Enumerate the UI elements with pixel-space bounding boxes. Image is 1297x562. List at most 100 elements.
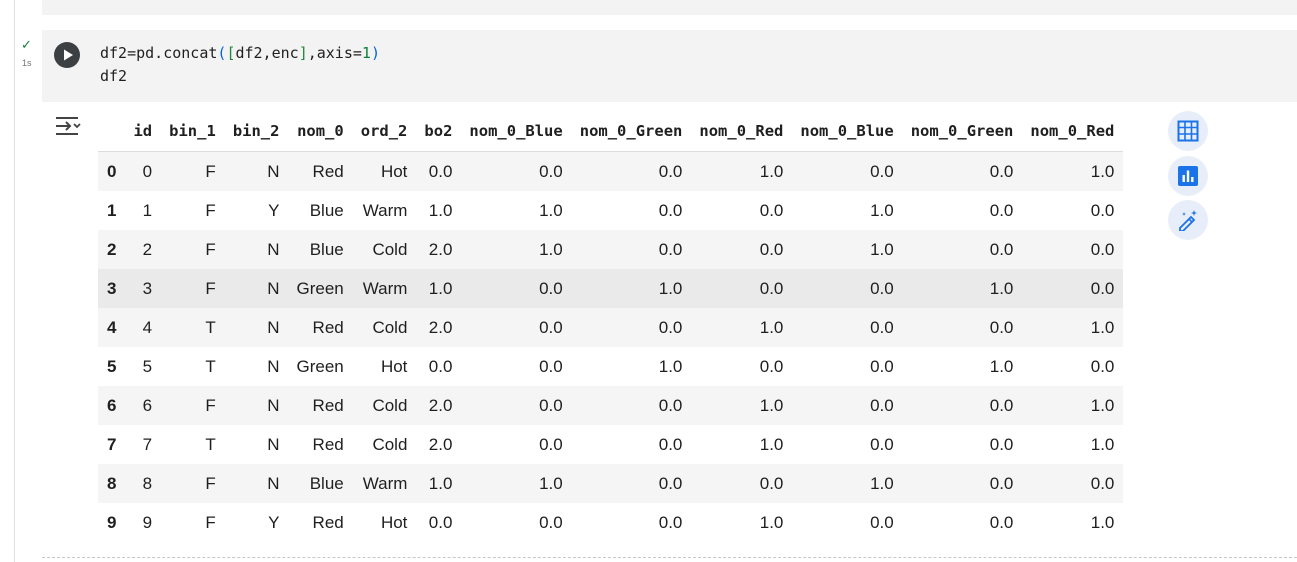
table-row: 5 5 T N Green Hot 0.0 0.0 1.0 0.0 0.0 1.0 0.0 xyxy=(98,347,1123,386)
table-cell: 1 xyxy=(142,200,153,220)
convert-to-interactive-table-button[interactable] xyxy=(1168,111,1208,151)
column-header: nom_0_Green xyxy=(902,111,1023,152)
table-cell: 1.0 xyxy=(539,239,563,259)
table-cell: Warm xyxy=(362,200,408,220)
table-cell: F xyxy=(205,161,216,181)
table-cell: 2.0 xyxy=(428,317,453,337)
table-cell: 1.0 xyxy=(870,200,894,220)
table-cell: 1.0 xyxy=(870,473,894,493)
table-cell: 0.0 xyxy=(539,278,563,298)
table-cell: Blue xyxy=(309,239,344,259)
table-cell: 0.0 xyxy=(759,239,784,259)
row-index: 0 xyxy=(107,161,117,181)
table-view-icon xyxy=(1177,120,1199,142)
table-cell: T xyxy=(205,356,216,376)
table-cell: F xyxy=(205,395,216,415)
table-cell: F xyxy=(205,239,216,259)
column-header: id xyxy=(125,111,162,152)
table-cell: Red xyxy=(312,512,344,532)
table-cell: 1.0 xyxy=(658,278,683,298)
table-cell: F xyxy=(205,200,216,220)
table-cell: 1.0 xyxy=(1090,161,1115,181)
row-index: 1 xyxy=(107,200,117,220)
table-cell: 0.0 xyxy=(539,161,563,181)
table-row: 3 3 F N Green Warm 1.0 0.0 1.0 0.0 0.0 1.0 0.0 xyxy=(98,269,1124,308)
table-cell: 0.0 xyxy=(1090,473,1115,493)
table-cell: 1.0 xyxy=(989,356,1014,376)
row-index: 2 xyxy=(107,239,117,259)
table-cell: Red xyxy=(312,434,344,454)
table-cell: N xyxy=(267,317,280,337)
table-cell: Blue xyxy=(309,473,344,493)
table-cell: Cold xyxy=(372,239,408,259)
run-cell-button[interactable] xyxy=(54,42,80,68)
row-index: 9 xyxy=(107,512,117,532)
column-header: bin_2 xyxy=(224,111,289,152)
cell-gutter-line xyxy=(14,0,15,562)
table-cell: Cold xyxy=(372,434,408,454)
chart-suggest-icon xyxy=(1178,166,1198,186)
table-cell: 0.0 xyxy=(989,239,1014,259)
table-cell: 0.0 xyxy=(428,161,453,181)
table-cell: Red xyxy=(312,161,344,181)
table-row: 0 0 F N Red Hot 0.0 0.0 0.0 1.0 0.0 0.0 1.0 xyxy=(98,151,1124,191)
table-cell: 0.0 xyxy=(989,161,1014,181)
magic-edit-icon xyxy=(1179,210,1197,231)
column-header: bo2 xyxy=(416,111,462,152)
row-index: 8 xyxy=(107,473,117,493)
table-cell: 0.0 xyxy=(658,395,683,415)
table-cell: 0.0 xyxy=(658,473,683,493)
table-cell: 0.0 xyxy=(658,161,683,181)
output-options-button[interactable] xyxy=(54,114,82,138)
table-cell: 0.0 xyxy=(1090,356,1115,376)
table-cell: Green xyxy=(296,278,344,298)
table-cell: 0.0 xyxy=(989,473,1014,493)
table-cell: N xyxy=(267,239,280,259)
generate-code-button[interactable] xyxy=(1168,200,1208,240)
table-cell: T xyxy=(205,317,216,337)
row-index: 7 xyxy=(107,434,117,454)
table-cell: 1.0 xyxy=(989,278,1014,298)
table-cell: Cold xyxy=(372,395,408,415)
code-editor[interactable]: df2=pd.concat([df2,enc],axis=1) df2 xyxy=(100,42,380,88)
table-cell: 8 xyxy=(142,473,153,493)
table-cell: 1.0 xyxy=(759,161,784,181)
table-cell: Warm xyxy=(362,278,408,298)
table-cell: 0.0 xyxy=(428,356,453,376)
code-cell[interactable] xyxy=(42,30,1297,102)
row-index: 6 xyxy=(107,395,117,415)
table-cell: N xyxy=(267,356,280,376)
table-cell: 7 xyxy=(142,434,153,454)
table-cell: Green xyxy=(296,356,344,376)
table-cell: 0.0 xyxy=(870,434,894,454)
table-cell: 1.0 xyxy=(1090,512,1115,532)
table-cell: 0.0 xyxy=(870,356,894,376)
suggest-charts-button[interactable] xyxy=(1168,156,1208,196)
table-cell: 1.0 xyxy=(539,200,563,220)
table-cell: 1.0 xyxy=(428,278,453,298)
table-cell: 4 xyxy=(142,317,153,337)
table-cell: 0.0 xyxy=(539,434,563,454)
code-line-2: df2 xyxy=(100,67,128,85)
table-cell: 1.0 xyxy=(759,512,784,532)
table-cell: T xyxy=(205,434,216,454)
table-cell: 2.0 xyxy=(428,434,453,454)
table-cell: 1.0 xyxy=(759,317,784,337)
table-cell: 0.0 xyxy=(870,512,894,532)
previous-cell[interactable] xyxy=(42,0,1297,15)
table-cell: F xyxy=(205,473,216,493)
table-cell: 0.0 xyxy=(658,434,683,454)
table-cell: 1.0 xyxy=(428,200,453,220)
table-cell: N xyxy=(267,161,280,181)
table-cell: 6 xyxy=(142,395,153,415)
table-row: 2 2 F N Blue Cold 2.0 1.0 0.0 0.0 1.0 0.0 0.0 xyxy=(98,230,1124,269)
column-header: nom_0_Red xyxy=(1022,111,1124,152)
dataframe-table: id bin_1 bin_2 nom_0 ord_2 bo2 nom_0_Blue nom_0… xyxy=(98,111,1124,542)
table-cell: 0.0 xyxy=(759,473,784,493)
row-index: 5 xyxy=(107,356,117,376)
table-cell: 0.0 xyxy=(989,395,1014,415)
table-cell: 2.0 xyxy=(428,239,453,259)
table-cell: 5 xyxy=(142,356,153,376)
column-header: nom_0_Blue xyxy=(461,111,572,152)
table-cell: Y xyxy=(268,512,280,532)
